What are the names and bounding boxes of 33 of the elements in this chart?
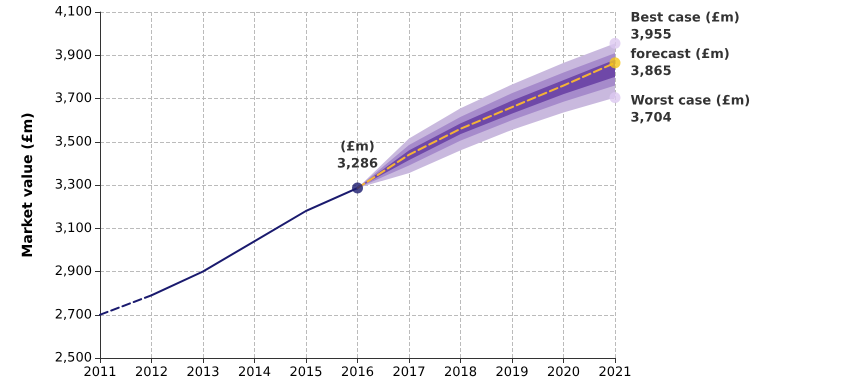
x-tick-label: 2020 [546, 365, 580, 380]
y-tick-label: 3,300 [54, 178, 92, 192]
point [610, 38, 620, 49]
data-label: 3,865 [630, 64, 672, 79]
y-tick-label: 2,900 [54, 264, 92, 279]
point [610, 92, 620, 104]
text: (£m) [340, 140, 375, 155]
x-tick-label: 2018 [444, 365, 478, 380]
series-label: forecast (£m) [630, 46, 730, 62]
y-tick-label: 2,700 [54, 307, 92, 322]
series-label: Best case (£m) [630, 10, 740, 26]
y-tick-label: 3,100 [54, 220, 92, 236]
x-tick-label: 2012 [134, 365, 168, 380]
x-tick-label: 2013 [186, 365, 220, 380]
data-label: 3,286 [336, 156, 378, 172]
y-tick-label: 4,100 [54, 4, 92, 20]
data-label: 3,704 [630, 110, 672, 126]
x-tick-label: 2021 [598, 365, 632, 380]
x-tick-label: 2014 [238, 365, 272, 380]
y-axis-title: Market value (£m) [20, 112, 36, 258]
x-tick-label: 2016 [340, 365, 374, 380]
x-tick-label: 2015 [289, 365, 323, 380]
x-tick-label: 2011 [83, 365, 117, 380]
x-tick-label: 2017 [392, 365, 426, 380]
y-tick-label: 3,700 [54, 91, 92, 106]
y-tick-label: 3,500 [54, 134, 92, 150]
y-tick-label: 3,900 [54, 48, 92, 63]
data-label: 3,955 [630, 27, 672, 42]
point [610, 57, 620, 68]
point [352, 182, 363, 194]
y-tick-label: 2,500 [54, 350, 92, 366]
x-tick-label: 2019 [495, 365, 529, 380]
series-label: Worst case (£m) [630, 94, 750, 109]
